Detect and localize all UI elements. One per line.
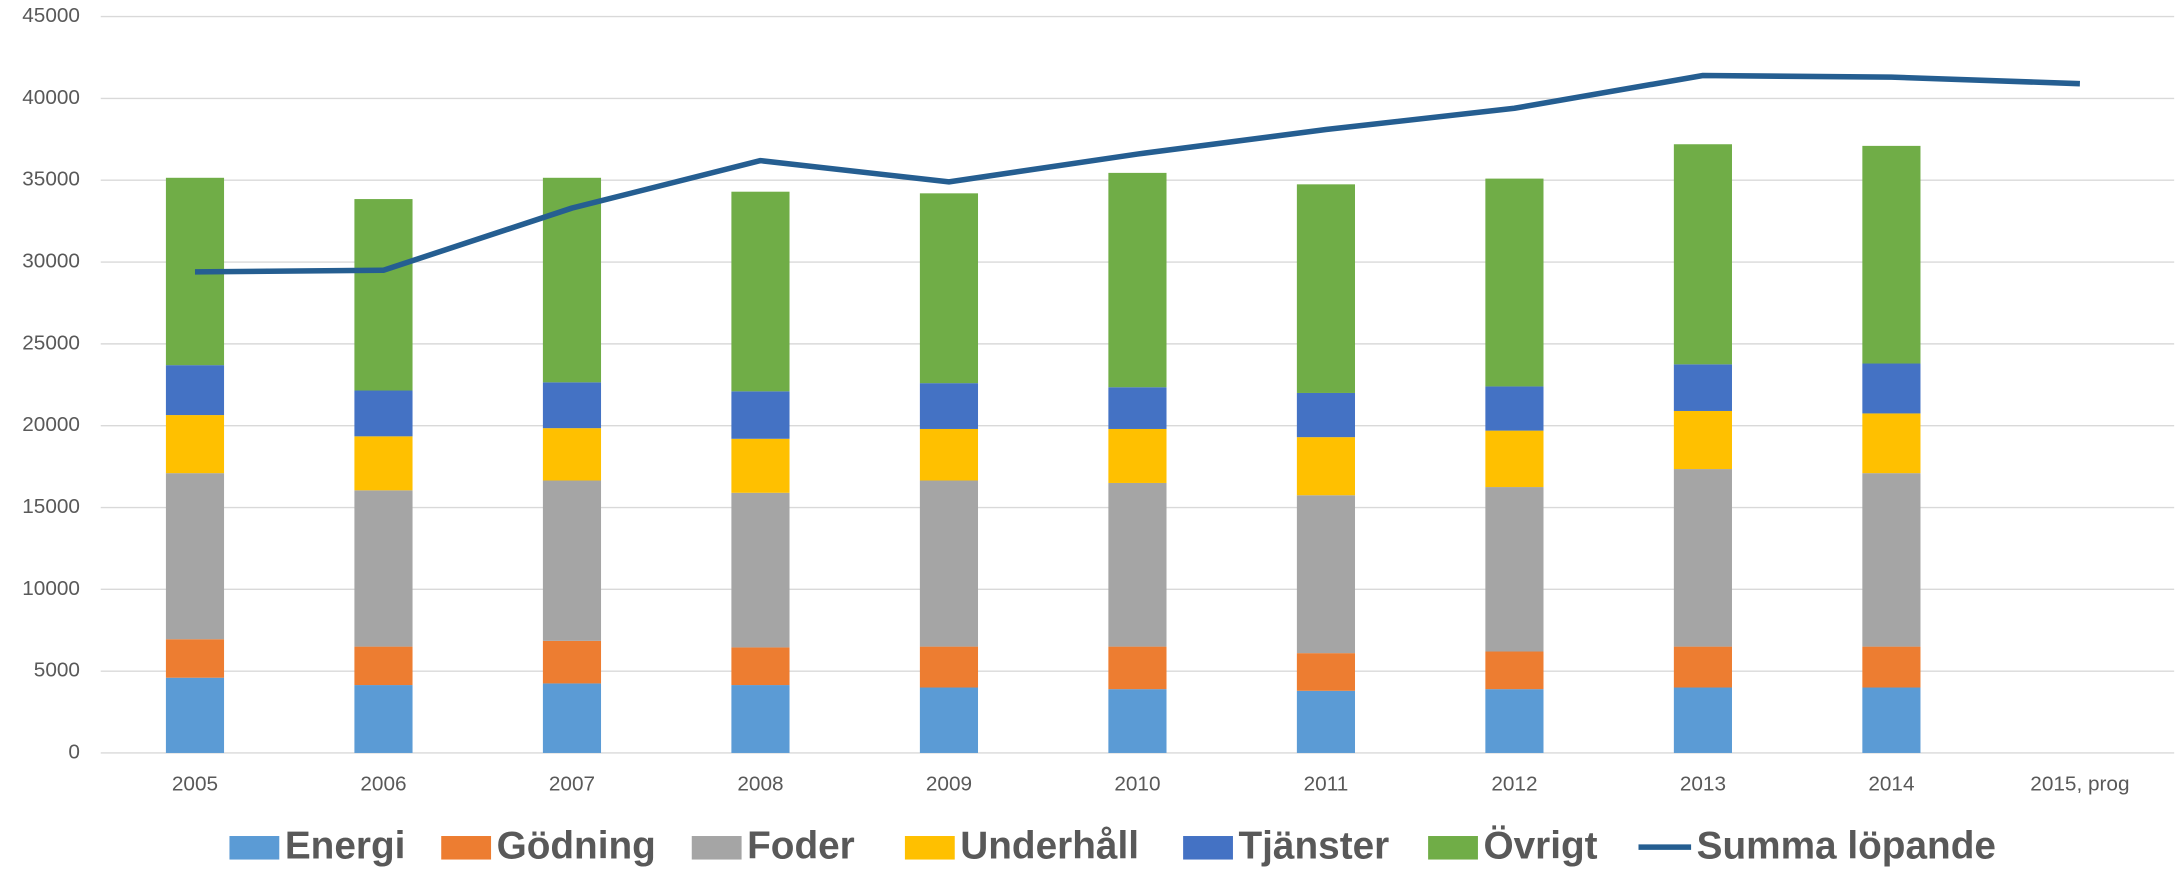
bar-segment bbox=[1862, 687, 1921, 753]
y-tick-label: 40000 bbox=[22, 86, 80, 109]
x-tick-label: 2012 bbox=[1491, 772, 1537, 795]
bar-segment bbox=[542, 683, 602, 753]
bar-segment bbox=[354, 646, 413, 686]
bar-segment bbox=[1673, 646, 1732, 688]
legend-label: Foder bbox=[747, 825, 855, 868]
bar-segment bbox=[1673, 687, 1732, 753]
y-tick-label: 30000 bbox=[22, 250, 80, 273]
legend-label: Energi bbox=[285, 825, 406, 868]
bar-segment bbox=[165, 415, 225, 474]
bar-segment bbox=[919, 646, 979, 688]
bar-segment bbox=[1296, 495, 1356, 654]
legend-swatch bbox=[229, 836, 280, 860]
x-tick-label: 2015, prog bbox=[2030, 772, 2129, 795]
bar-segment bbox=[165, 639, 225, 678]
legend-swatch bbox=[1183, 836, 1233, 860]
bar-segment bbox=[1485, 487, 1544, 652]
bar-segment bbox=[919, 193, 979, 384]
bar-segment bbox=[1862, 646, 1921, 688]
bar-segment bbox=[354, 390, 413, 437]
bar-segment bbox=[354, 490, 413, 647]
x-tick-label: 2010 bbox=[1114, 772, 1160, 795]
y-tick-label: 25000 bbox=[22, 331, 80, 354]
bar-segment bbox=[919, 687, 979, 753]
bar-segment bbox=[1296, 437, 1356, 496]
bar-segment bbox=[1673, 410, 1732, 470]
bar-segment bbox=[1296, 392, 1356, 438]
x-tick-label: 2005 bbox=[172, 772, 218, 795]
bar-segment bbox=[165, 677, 225, 753]
bar-segment bbox=[1862, 413, 1921, 474]
x-tick-label: 2013 bbox=[1680, 772, 1726, 795]
bar-segment bbox=[165, 473, 225, 640]
bar-segment bbox=[731, 391, 790, 439]
x-tick-label: 2009 bbox=[926, 772, 972, 795]
bar-segment bbox=[1862, 363, 1921, 414]
legend-swatch bbox=[904, 836, 955, 860]
legend-label: Underhåll bbox=[960, 825, 1139, 868]
legend-label: Gödning bbox=[497, 825, 656, 868]
bar-segment bbox=[731, 438, 790, 493]
bar-segment bbox=[1108, 387, 1167, 429]
legend-label: Tjänster bbox=[1238, 825, 1389, 868]
bar-segment bbox=[1296, 690, 1356, 753]
bar-segment bbox=[354, 436, 413, 491]
y-tick-label: 10000 bbox=[22, 577, 80, 600]
x-tick-label: 2014 bbox=[1868, 772, 1914, 795]
legend-swatch bbox=[1428, 836, 1478, 860]
legend-label: Summa löpande bbox=[1697, 825, 1996, 868]
x-tick-label: 2008 bbox=[737, 772, 783, 795]
bar-segment bbox=[1108, 428, 1167, 483]
bar-segment bbox=[731, 647, 790, 686]
legend-label: Övrigt bbox=[1483, 825, 1597, 868]
bar-segment bbox=[1673, 144, 1732, 365]
bar-segment bbox=[354, 685, 413, 753]
y-tick-label: 15000 bbox=[22, 495, 80, 518]
x-tick-label: 2006 bbox=[360, 772, 406, 795]
bar-segment bbox=[1485, 430, 1544, 488]
bar-segment bbox=[1485, 689, 1544, 753]
line bbox=[194, 72, 2081, 275]
bar-segment bbox=[1108, 689, 1167, 753]
bar-segment bbox=[731, 492, 790, 648]
y-tick-label: 45000 bbox=[22, 4, 80, 27]
x-tick-label: 2007 bbox=[549, 772, 595, 795]
bar-segment bbox=[1108, 172, 1167, 388]
y-tick-label: 5000 bbox=[34, 659, 80, 682]
legend-swatch bbox=[441, 836, 492, 860]
legend-swatch bbox=[691, 836, 742, 860]
y-tick-label: 0 bbox=[68, 740, 80, 763]
bar-segment bbox=[731, 685, 790, 753]
bar-segment bbox=[1485, 178, 1544, 387]
bar-segment bbox=[1108, 646, 1167, 690]
bar-segment bbox=[1296, 653, 1356, 691]
bar-segment bbox=[165, 365, 225, 416]
x-tick-label: 2011 bbox=[1304, 772, 1349, 795]
bar-segment bbox=[1108, 482, 1167, 647]
bar-segment bbox=[542, 640, 602, 684]
bar-segment bbox=[542, 480, 602, 641]
bar-segment bbox=[919, 428, 979, 481]
bar-segment bbox=[1485, 651, 1544, 690]
bar-segment bbox=[1485, 386, 1544, 431]
y-tick-label: 35000 bbox=[22, 168, 80, 191]
bar-segment bbox=[1862, 145, 1921, 364]
bar-segment bbox=[1296, 184, 1356, 393]
bar-segment bbox=[1673, 469, 1732, 647]
bar-segment bbox=[1862, 473, 1921, 647]
bar-segment bbox=[542, 428, 602, 481]
bar-segment bbox=[354, 199, 413, 391]
bar-segment bbox=[919, 480, 979, 647]
y-tick-label: 20000 bbox=[22, 413, 80, 436]
bar-segment bbox=[919, 383, 979, 429]
bar-segment bbox=[1673, 364, 1732, 411]
bar-segment bbox=[731, 191, 790, 392]
bar-segment bbox=[542, 382, 602, 429]
